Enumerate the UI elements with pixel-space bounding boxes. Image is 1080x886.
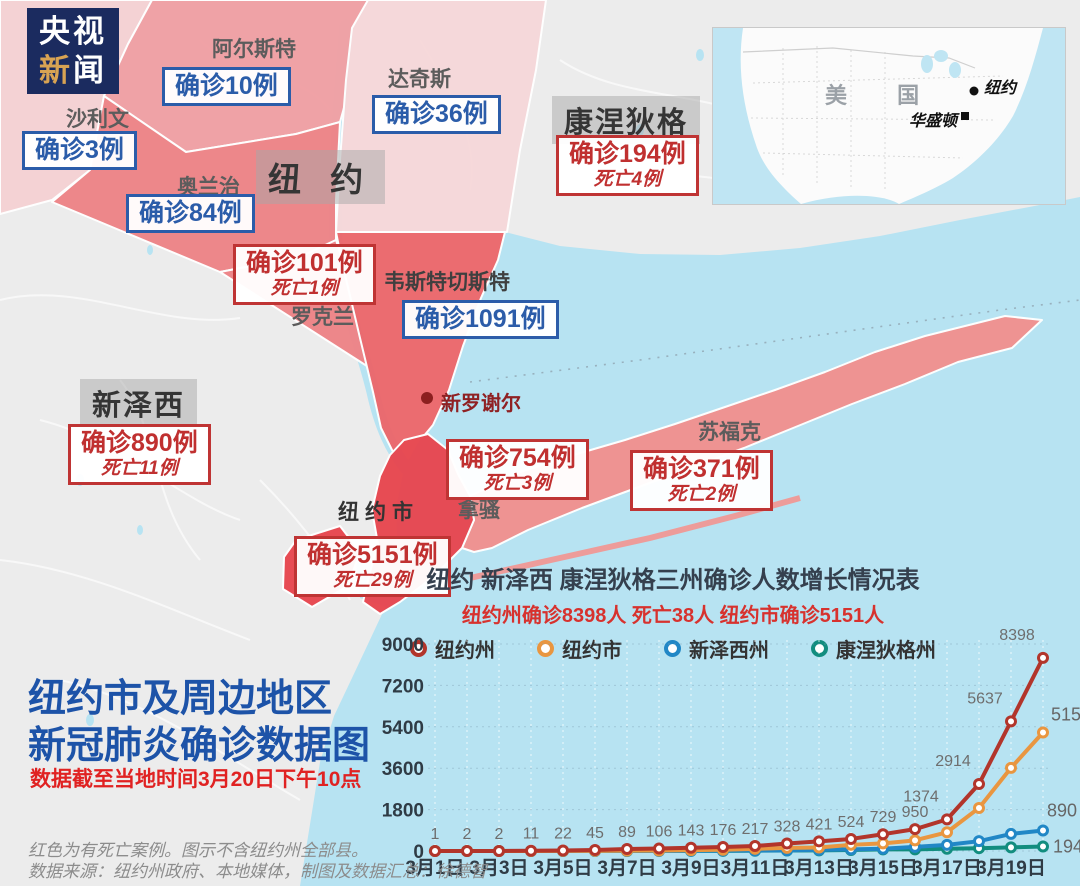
confirmed-count: 确诊194例 — [569, 140, 686, 168]
legend-item: 纽约市 — [537, 634, 622, 663]
confirmed-count: 确诊10例 — [175, 72, 278, 100]
chart-subtitle: 纽约州确诊8398人 死亡38人 纽约市确诊5151人 — [461, 605, 885, 627]
long-island — [461, 315, 1043, 553]
confirmed-count: 确诊84例 — [139, 199, 242, 227]
inset-washington-label: 华盛顿 — [909, 113, 958, 130]
gulf-of-mexico — [801, 195, 899, 204]
confirmed-count: 确诊754例 — [459, 444, 576, 472]
logo-line2-char1: 新 — [39, 53, 73, 88]
region-label-dutchess: 达奇斯 — [388, 68, 451, 91]
page-title-line2: 新冠肺炎确诊数据图 — [28, 725, 371, 767]
death-count: 死亡2例 — [667, 483, 736, 505]
inset-newyork-label: 纽约 — [984, 80, 1017, 97]
confirmed-count: 确诊3例 — [35, 136, 124, 164]
region-label-rockland: 罗克兰 — [291, 306, 354, 329]
legend-label: 纽约市 — [562, 640, 622, 662]
chart-title: 纽约 新泽西 康涅狄格三州确诊人数增长情况表 — [426, 567, 920, 594]
death-count: 死亡4例 — [593, 168, 662, 190]
legend-marker-icon — [537, 640, 554, 657]
region-label-suffolk: 苏福克 — [698, 421, 761, 444]
region-label-nyc: 纽约市 — [338, 501, 419, 524]
state-label-newyork: 纽 约 — [256, 150, 386, 204]
case-box-sullivan: 确诊3例 — [22, 131, 137, 170]
region-label-ulster: 阿尔斯特 — [212, 38, 296, 61]
washington-square — [961, 112, 969, 120]
confirmed-count: 确诊101例 — [246, 249, 363, 277]
pacific-ocean — [713, 28, 801, 204]
confirmed-count: 确诊890例 — [81, 429, 198, 457]
confirmed-count: 确诊371例 — [643, 455, 760, 483]
legend-marker-icon — [664, 640, 681, 657]
legend-item: 康涅狄格州 — [811, 634, 936, 663]
region-label-orange: 奥兰治 — [177, 176, 240, 199]
new-rochelle-dot — [421, 392, 433, 404]
death-count: 死亡29例 — [333, 569, 412, 591]
us-inset-map: 美 国 纽约 华盛顿 — [712, 27, 1066, 205]
case-box-nassau: 确诊754例 死亡3例 — [446, 439, 589, 500]
case-box-suffolk: 确诊371例 死亡2例 — [630, 450, 773, 511]
case-box-dutchess: 确诊36例 — [372, 95, 501, 134]
case-box-rockland: 确诊101例 死亡1例 — [233, 244, 376, 305]
city-label-new-rochelle: 新罗谢尔 — [441, 393, 521, 415]
legend-label: 纽约州 — [435, 640, 495, 662]
us-inset-canvas — [713, 28, 1065, 204]
case-box-orange: 确诊84例 — [126, 194, 255, 233]
region-label-sullivan: 沙利文 — [66, 108, 129, 131]
confirmed-count: 确诊5151例 — [307, 541, 438, 569]
legend-label: 新泽西州 — [689, 640, 769, 662]
data-cutoff-note: 数据截至当地时间3月20日下午10点 — [30, 768, 362, 791]
state-borders — [750, 46, 1004, 190]
logo-line2-char2: 闻 — [73, 53, 107, 88]
legend-marker-icon — [811, 640, 828, 657]
inset-country-label: 美 国 — [825, 83, 942, 108]
legend-marker-icon — [410, 640, 427, 657]
case-box-connecticut: 确诊194例 死亡4例 — [556, 135, 699, 196]
page-title: 纽约市及周边地区 新冠肺炎确诊数据图 — [28, 676, 370, 770]
logo-line1: 央视 — [39, 14, 107, 49]
footnote-line1: 红色为有死亡案例。图示不含纽约州全部县。 — [28, 841, 368, 860]
region-label-westchester: 韦斯特切斯特 — [384, 271, 510, 294]
great-lakes — [921, 50, 961, 78]
death-count: 死亡11例 — [100, 457, 178, 479]
case-box-newjersey: 确诊890例 死亡11例 — [68, 424, 211, 485]
cctv-news-logo: 央视 新闻 — [27, 8, 119, 94]
case-box-ulster: 确诊10例 — [162, 67, 291, 106]
newyork-dot — [969, 86, 979, 96]
chart-legend: 纽约州 纽约市 新泽西州 康涅狄格州 — [390, 634, 956, 663]
death-count: 死亡3例 — [483, 472, 552, 494]
footnote-line2: 数据来源：纽约州政府、本地媒体，制图及数据汇总：徐德智 — [28, 862, 487, 881]
atlantic-ocean — [899, 28, 1065, 204]
national-border — [742, 47, 976, 69]
footnote: 红色为有死亡案例。图示不含纽约州全部县。 数据来源：纽约州政府、本地媒体，制图及… — [28, 840, 487, 882]
page-title-line1: 纽约市及周边地区 — [28, 678, 333, 720]
chart-panel: 纽约 新泽西 康涅狄格三州确诊人数增长情况表 纽约州确诊8398人 死亡38人 … — [390, 560, 956, 663]
confirmed-count: 确诊36例 — [385, 100, 488, 128]
case-box-westchester: 确诊1091例 — [402, 300, 559, 339]
case-box-nyc: 确诊5151例 死亡29例 — [294, 536, 451, 597]
state-label-newjersey: 新泽西 — [80, 379, 198, 427]
death-count: 死亡1例 — [270, 277, 339, 299]
legend-item: 纽约州 — [410, 634, 495, 663]
legend-item: 新泽西州 — [664, 634, 769, 663]
confirmed-count: 确诊1091例 — [415, 305, 546, 333]
legend-label: 康涅狄格州 — [836, 640, 936, 662]
region-label-nassau: 拿骚 — [458, 499, 500, 522]
